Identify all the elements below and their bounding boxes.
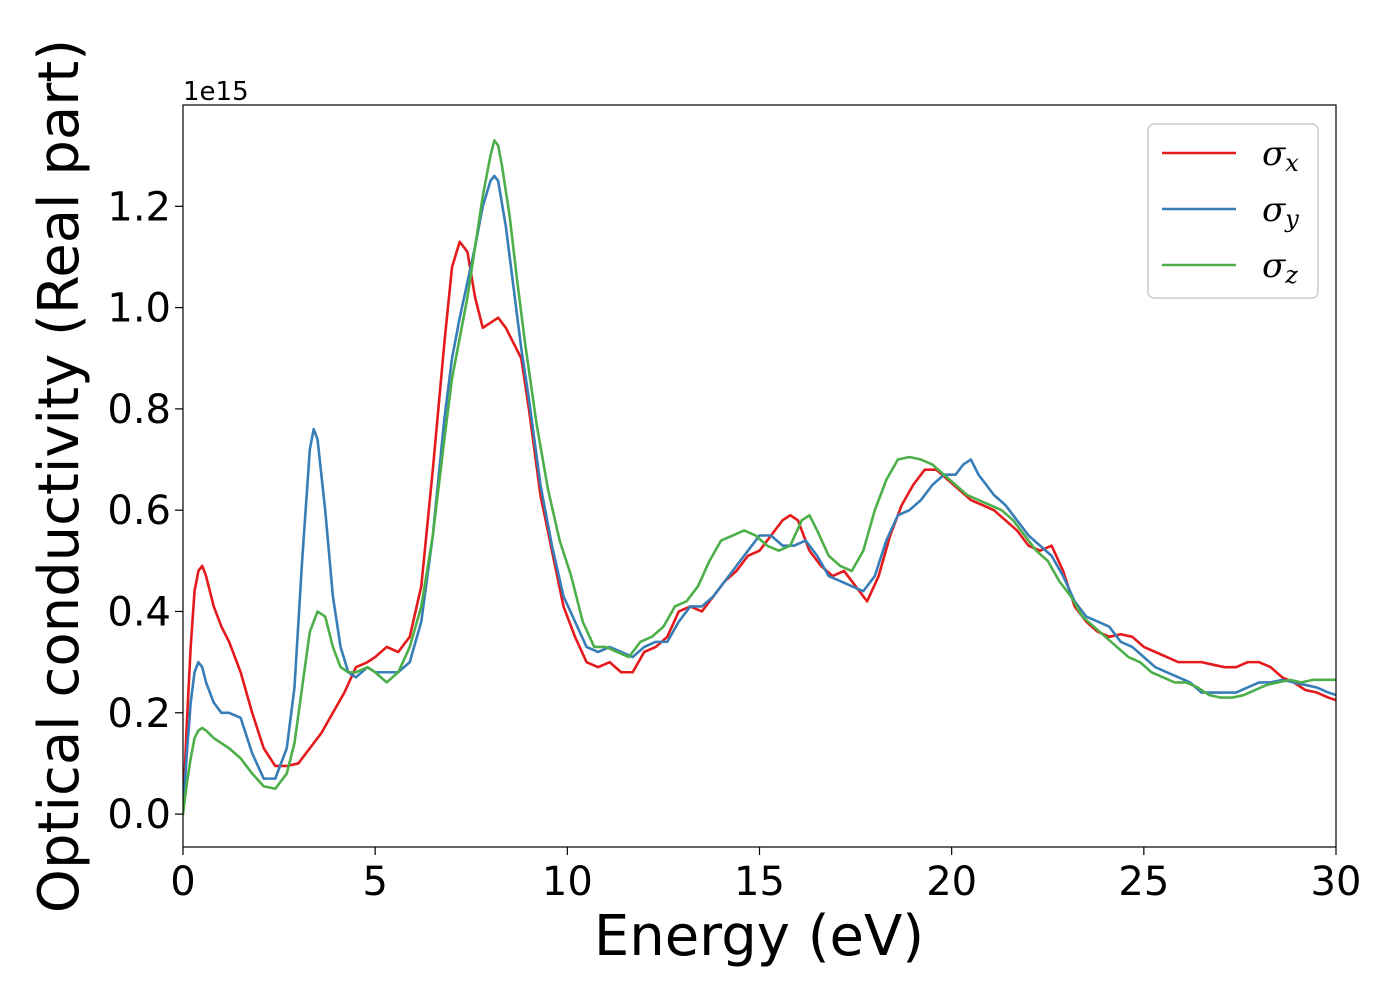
x-tick-label: 20 — [926, 859, 977, 905]
legend: σx σy σz — [1147, 123, 1319, 299]
x-tick-label: 0 — [170, 859, 195, 905]
legend-entry-x: σx — [1262, 134, 1299, 177]
y-tick-label: 0.6 — [107, 488, 171, 534]
y-tick-label: 0.0 — [107, 792, 171, 838]
legend-entry-y: σy — [1262, 190, 1299, 233]
y-axis: 0.0 0.2 0.4 0.6 0.8 1.0 1.2 — [107, 184, 183, 838]
y-axis-label: Optical conductivity (Real part) — [27, 39, 92, 913]
y-tick-label: 1.2 — [107, 184, 171, 230]
y-offset-label: 1e15 — [183, 77, 249, 107]
series-line-y — [183, 174, 1336, 816]
y-tick-label: 0.4 — [107, 589, 171, 635]
legend-entry-z: σz — [1262, 246, 1298, 289]
y-tick-label: 0.8 — [107, 387, 171, 433]
series-line-z — [183, 139, 1336, 816]
x-tick-label: 15 — [734, 859, 785, 905]
y-tick-label: 1.0 — [107, 286, 171, 332]
x-axis: 0 5 10 15 20 25 30 — [170, 847, 1361, 905]
y-tick-label: 0.2 — [107, 691, 171, 737]
legend-frame — [1147, 123, 1319, 299]
series-layer — [183, 139, 1336, 816]
x-tick-label: 5 — [362, 859, 387, 905]
x-tick-label: 25 — [1118, 859, 1169, 905]
x-axis-label: Energy (eV) — [594, 904, 924, 969]
x-tick-label: 10 — [542, 859, 593, 905]
x-tick-label: 30 — [1311, 859, 1362, 905]
